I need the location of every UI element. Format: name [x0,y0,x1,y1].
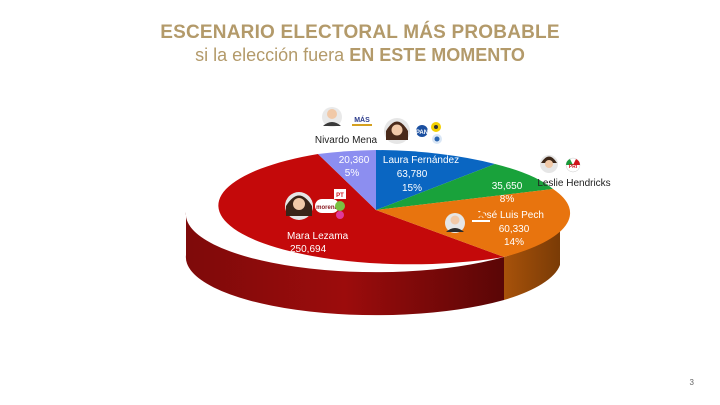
title-line-2-normal: si la elección fuera [195,45,345,65]
data-label-pech-votes: 60,330 [499,224,530,235]
data-label-nivardo-pct: 5% [345,168,360,179]
pvem-logo [335,201,345,219]
page-number: 3 [689,378,694,387]
mas-logo: MÁS [352,115,372,126]
data-label-laura-pct: 15% [402,183,422,194]
slice-jose-luis-pech [376,189,571,257]
slice-laura-fernandez [376,150,495,210]
pt-logo: PT [334,189,346,199]
svg-text:MÁS: MÁS [354,115,370,124]
slice-side-mara-lezama [185,212,505,316]
data-label-pech-pct: 14% [504,237,524,248]
chart-title: ESCENARIO ELECTORAL MÁS PROBABLE si la e… [0,22,720,66]
svg-text:morena: morena [316,205,338,211]
pan-logo: PAN [416,125,428,137]
data-label-leslie-votes: 35,650 [492,181,523,192]
data-label-mara-name: Mara Lezama [287,231,349,242]
avatar-jose-luis-pech [445,213,465,233]
data-label-laura-name: Laura Fernández [383,155,459,166]
title-line-2: si la elección fuera EN ESTE MOMENTO [0,44,720,66]
data-label-laura-votes: 63,780 [397,169,428,180]
title-line-1: ESCENARIO ELECTORAL MÁS PROBABLE [160,22,560,43]
data-label-nivardo-votes: 20,360 [339,155,370,166]
title-line-2-bold: EN ESTE MOMENTO [349,45,525,65]
data-label-mara-pct: 58% [300,257,320,268]
prd-logo [431,122,441,132]
slice-data-labels: 20,360 5% Laura Fernández 63,780 15% 35,… [287,135,611,268]
data-label-leslie-pct: 8% [500,194,515,205]
movimiento-ciudadano-logo [472,211,490,222]
avatar-mara-lezama [285,192,313,220]
data-label-pech-name: José Luis Pech [476,210,544,221]
slice-leslie-hendricks [376,164,553,210]
slice-side-jose-luis-pech [504,222,560,300]
data-label-leslie-name: Leslie Hendricks [537,178,610,189]
svg-text:PAN: PAN [416,130,428,136]
slice-mara-lezama [218,154,504,265]
mc-logo [432,134,442,144]
pri-logo: PRI [565,157,581,173]
avatar-leslie-hendricks [540,155,558,173]
avatar-laura-fernandez [384,118,410,144]
pie-side-walls [185,212,560,316]
svg-text:PT: PT [336,193,344,199]
avatar-nivardo-mena [322,107,342,127]
data-label-mara-votes: 250,694 [290,244,327,255]
data-label-nivardo-name: Nivardo Mena [315,135,378,146]
slice-nivardo-mena [318,150,376,210]
morena-logo: morena [315,199,339,213]
svg-text:PRI: PRI [569,164,578,170]
pie-slices [218,150,571,265]
